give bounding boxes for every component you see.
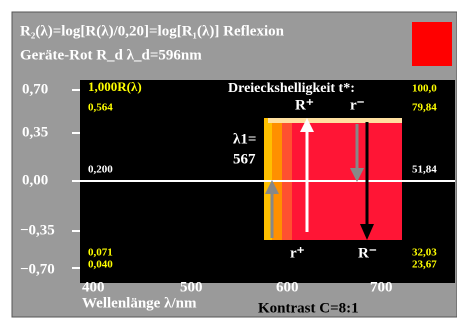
left-label: 0,200 bbox=[88, 164, 113, 176]
x-tick-label: 700 bbox=[370, 279, 393, 295]
y-tick-label: 0,35 bbox=[22, 124, 48, 140]
left-label: 1,000R(λ) bbox=[88, 79, 142, 94]
marker: r⁻ bbox=[350, 97, 365, 113]
band bbox=[282, 118, 292, 240]
marker: R⁺ bbox=[295, 97, 314, 113]
title: R₂(λ)=log[R(λ)/0,20]=log[R₁(λ)] Reflexio… bbox=[20, 23, 285, 39]
right-label: 32,03 bbox=[412, 247, 437, 259]
right-label: 100,0 bbox=[412, 83, 437, 95]
x-tick-label: 600 bbox=[276, 279, 299, 295]
x-axis-label: Wellenlänge λ/nm bbox=[82, 295, 197, 311]
subtitle: Geräte-Rot R_d λ_d=596nm bbox=[20, 47, 202, 63]
right-label: 79,84 bbox=[412, 102, 437, 114]
y-tick-label: 0,00 bbox=[22, 172, 48, 188]
x-tick-label: 400 bbox=[82, 279, 105, 295]
y-tick-label: −0,35 bbox=[20, 222, 55, 238]
band bbox=[264, 118, 272, 240]
lambda-value: 567 bbox=[233, 151, 256, 167]
arrows bbox=[265, 118, 374, 240]
left-label: 0,071 bbox=[88, 247, 113, 259]
left-label: 0,040 bbox=[88, 259, 113, 271]
lambda-label: λ1= bbox=[233, 131, 256, 147]
right-label: 23,67 bbox=[412, 259, 437, 271]
contrast: Kontrast C=8:1 bbox=[258, 300, 359, 316]
left-label: 0,564 bbox=[88, 102, 113, 114]
marker: r⁺ bbox=[290, 245, 305, 261]
y-tick-label: 0,70 bbox=[22, 81, 48, 97]
y-tick-label: −0,70 bbox=[20, 261, 55, 277]
color-sample bbox=[412, 22, 452, 66]
marker: R⁻ bbox=[358, 245, 377, 261]
y-ticks bbox=[72, 89, 80, 269]
band-top bbox=[268, 118, 402, 123]
band bbox=[272, 118, 282, 240]
band bbox=[292, 118, 402, 240]
right-title: Dreieckshelligkeit t*: bbox=[228, 81, 355, 96]
x-tick-label: 500 bbox=[180, 279, 203, 295]
right-label: 51,84 bbox=[412, 164, 437, 176]
